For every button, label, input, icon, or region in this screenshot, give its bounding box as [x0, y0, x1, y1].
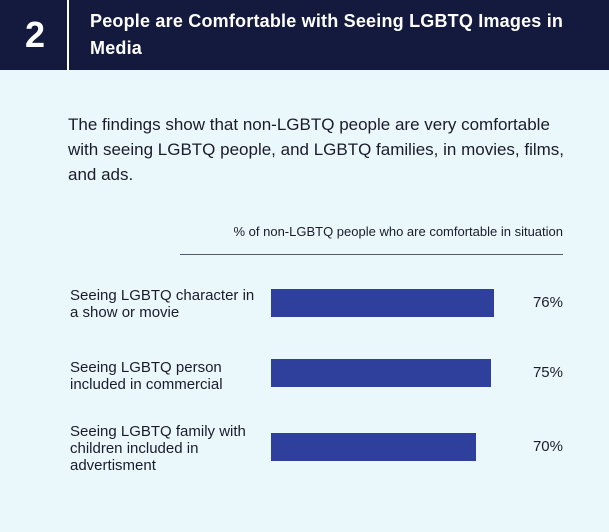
category-label: Seeing LGBTQ family with children includ… [70, 423, 246, 474]
section-number: 2 [24, 14, 46, 55]
header-divider [67, 0, 69, 70]
bar [271, 433, 477, 461]
value-label: 70% [532, 438, 563, 455]
section-header: 2 People are Comfortable with Seeing LGB… [0, 0, 609, 70]
chart-divider [180, 254, 563, 255]
value-label: 75% [532, 364, 563, 381]
bar [271, 359, 492, 387]
value-label: 76% [532, 294, 563, 311]
bar [271, 289, 494, 317]
chart-title: % of non-LGBTQ people who are comfortabl… [233, 224, 563, 239]
category-label: Seeing LGBTQ character in a show or movi… [70, 287, 255, 321]
section-title: People are Comfortable with Seeing LGBTQ… [90, 11, 564, 58]
category-label: Seeing LGBTQ person included in commerci… [70, 359, 223, 393]
intro-text: The findings show that non-LGBTQ people … [68, 115, 565, 184]
